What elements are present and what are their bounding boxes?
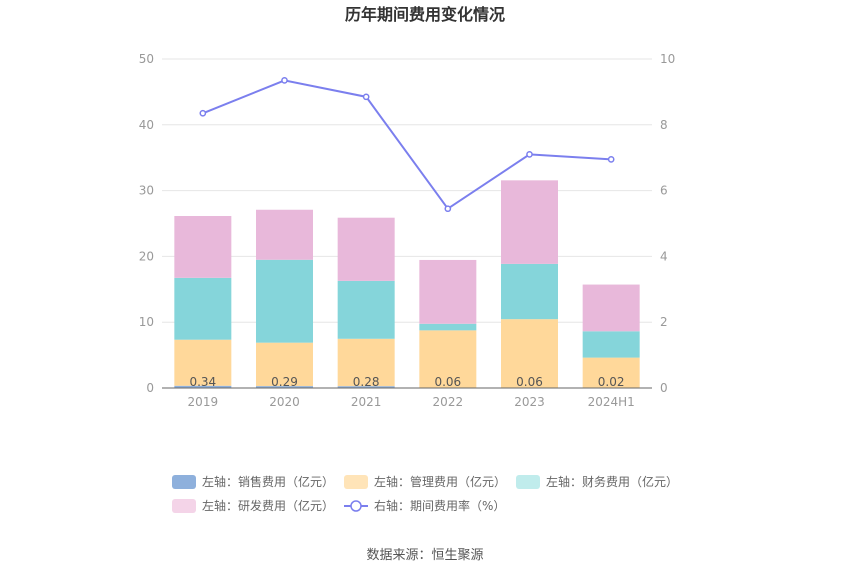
bar-segment <box>337 338 395 387</box>
bar-segment <box>501 319 558 388</box>
data-label: 0.28 <box>353 375 380 389</box>
x-tick-label: 2020 <box>269 395 300 409</box>
legend-marker <box>350 500 362 512</box>
bar-segment <box>174 215 232 278</box>
bar-segment <box>174 339 232 386</box>
bar-segment <box>256 386 313 388</box>
source-note: 数据来源：恒生聚源 <box>366 548 483 563</box>
x-tick-label: 2022 <box>433 395 464 409</box>
bar-segment <box>256 259 313 343</box>
bar-segment <box>419 323 477 331</box>
legend-item[interactable]: 左轴：研发费用（亿元） <box>172 498 334 513</box>
right-tick-label: 4 <box>660 249 668 263</box>
bar-segment <box>419 330 477 388</box>
data-label: 0.34 <box>189 375 216 389</box>
left-tick-label: 30 <box>139 184 154 198</box>
rate-line <box>202 79 612 211</box>
bar-segment <box>174 385 232 388</box>
bar-segment <box>337 280 395 339</box>
bar-segment <box>582 284 640 332</box>
left-tick-label: 0 <box>146 381 154 395</box>
legend: 左轴：销售费用（亿元） 左轴：管理费用（亿元） 左轴：财务费用（亿元） 左轴：研发费用… <box>172 474 678 513</box>
right-tick-label: 6 <box>660 184 668 198</box>
legend-item[interactable]: 左轴：销售费用（亿元） <box>172 474 334 489</box>
legend-swatch <box>172 499 196 513</box>
left-tick-label: 20 <box>139 249 154 263</box>
legend-swatch <box>344 475 368 489</box>
x-tick-label: 2024H1 <box>588 395 635 409</box>
legend-label: 右轴：期间费用率（%） <box>374 498 505 513</box>
x-tick-label: 2021 <box>351 395 382 409</box>
rate-point <box>526 151 533 158</box>
left-tick-label: 10 <box>139 315 154 329</box>
right-axis: 0 2 4 6 8 10 <box>660 52 675 395</box>
legend-item[interactable]: 右轴：期间费用率（%） <box>344 498 505 513</box>
x-tick-label: 2019 <box>188 395 219 409</box>
legend-swatch <box>516 475 540 489</box>
legend-item[interactable]: 左轴：管理费用（亿元） <box>344 474 506 489</box>
x-axis: 2019 2020 2021 2022 2023 2024H1 <box>188 395 635 409</box>
grid <box>162 58 652 323</box>
rate-point <box>607 155 615 163</box>
chart-title: 历年期间费用变化情况 <box>345 5 505 24</box>
bar-segment <box>582 331 640 358</box>
legend-label: 左轴：财务费用（亿元） <box>546 474 678 489</box>
rate-point <box>444 205 452 213</box>
bar-segment <box>256 342 313 387</box>
bar-segment <box>256 209 313 260</box>
rate-point <box>199 109 207 117</box>
data-label: 0.02 <box>598 375 625 389</box>
x-tick-label: 2023 <box>514 395 545 409</box>
legend-label: 左轴：管理费用（亿元） <box>374 474 506 489</box>
rate-point <box>281 77 288 84</box>
bar-segment <box>174 277 232 340</box>
rate-point <box>362 93 370 101</box>
left-tick-label: 40 <box>139 118 154 132</box>
right-tick-label: 8 <box>660 118 668 132</box>
legend-label: 左轴：研发费用（亿元） <box>202 498 334 513</box>
legend-item[interactable]: 左轴：财务费用（亿元） <box>516 474 678 489</box>
right-tick-label: 0 <box>660 381 668 395</box>
data-label: 0.06 <box>434 375 461 389</box>
bar-segment <box>337 386 395 388</box>
bar-segment <box>419 259 477 324</box>
left-tick-label: 50 <box>139 52 154 66</box>
legend-swatch <box>172 475 196 489</box>
bars <box>174 180 640 388</box>
data-labels: 0.34 0.29 0.28 0.06 0.06 0.02 <box>189 375 624 389</box>
data-label: 0.29 <box>271 375 298 389</box>
bar-segment <box>501 180 558 264</box>
right-tick-label: 10 <box>660 52 675 66</box>
line-series <box>199 77 615 213</box>
data-label: 0.06 <box>516 375 543 389</box>
bar-segment <box>582 357 640 388</box>
bar-segment <box>337 217 395 281</box>
right-tick-label: 2 <box>660 315 668 329</box>
legend-label: 左轴：销售费用（亿元） <box>202 474 334 489</box>
bar-segment <box>501 263 558 320</box>
left-axis: 0 10 20 30 40 50 <box>139 52 154 395</box>
